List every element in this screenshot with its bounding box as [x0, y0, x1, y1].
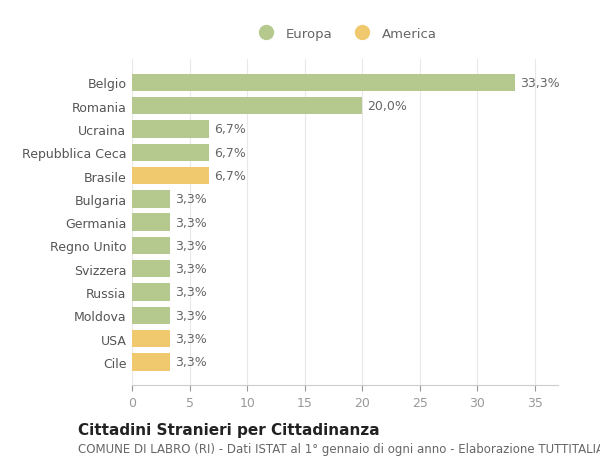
- Text: 3,3%: 3,3%: [175, 216, 206, 229]
- Text: 6,7%: 6,7%: [214, 170, 245, 183]
- Text: 33,3%: 33,3%: [520, 77, 560, 90]
- Bar: [132, 98, 362, 115]
- Bar: [132, 353, 170, 371]
- Bar: [132, 307, 170, 324]
- Text: 3,3%: 3,3%: [175, 286, 206, 299]
- Bar: [132, 74, 515, 92]
- Text: Cittadini Stranieri per Cittadinanza: Cittadini Stranieri per Cittadinanza: [78, 422, 380, 437]
- Bar: [132, 260, 170, 278]
- Text: 3,3%: 3,3%: [175, 263, 206, 275]
- Bar: [132, 330, 170, 347]
- Bar: [132, 237, 170, 255]
- Text: 6,7%: 6,7%: [214, 146, 245, 159]
- Text: 3,3%: 3,3%: [175, 332, 206, 345]
- Text: 3,3%: 3,3%: [175, 193, 206, 206]
- Text: 6,7%: 6,7%: [214, 123, 245, 136]
- Text: COMUNE DI LABRO (RI) - Dati ISTAT al 1° gennaio di ogni anno - Elaborazione TUTT: COMUNE DI LABRO (RI) - Dati ISTAT al 1° …: [78, 442, 600, 455]
- Bar: [132, 144, 209, 162]
- Bar: [132, 121, 209, 138]
- Bar: [132, 190, 170, 208]
- Text: 20,0%: 20,0%: [367, 100, 407, 113]
- Text: 3,3%: 3,3%: [175, 356, 206, 369]
- Bar: [132, 284, 170, 301]
- Legend: Europa, America: Europa, America: [249, 24, 441, 45]
- Text: 3,3%: 3,3%: [175, 239, 206, 252]
- Bar: [132, 168, 209, 185]
- Bar: [132, 214, 170, 231]
- Text: 3,3%: 3,3%: [175, 309, 206, 322]
